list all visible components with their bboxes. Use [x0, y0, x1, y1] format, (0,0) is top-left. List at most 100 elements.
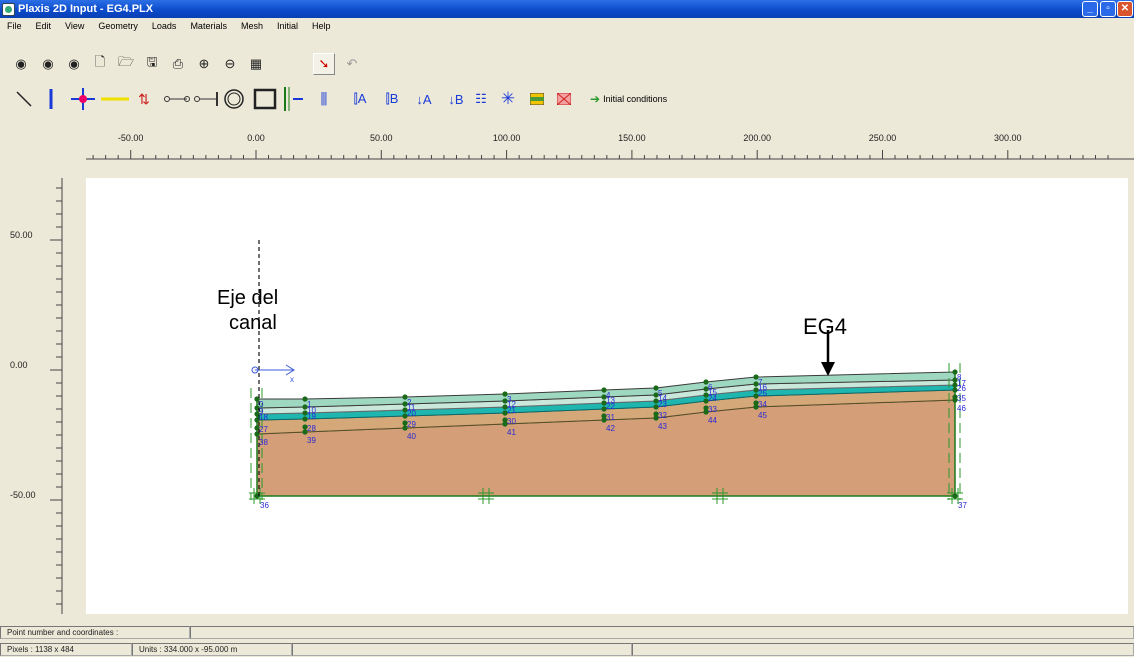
menu-loads[interactable]: Loads	[151, 20, 177, 31]
point-label: 5	[658, 389, 663, 398]
menu-materials[interactable]: Materials	[190, 20, 227, 31]
point-coordinates-value	[190, 625, 1134, 639]
node-to-node-anchor-icon[interactable]	[164, 86, 190, 112]
title-bar: Plaxis 2D Input - EG4.PLX _ ▫ ✕	[0, 0, 1134, 18]
geometry-point	[952, 377, 958, 383]
geometry-point	[502, 391, 508, 397]
zoom-in-icon[interactable]: ⊕	[198, 56, 210, 71]
point-label: 43	[658, 422, 667, 431]
geometry-point	[952, 397, 958, 403]
go-to-calculations-icon[interactable]: ◉	[42, 56, 54, 71]
point-label: 21	[507, 406, 516, 415]
geometry-point	[601, 417, 607, 423]
open-file-icon[interactable]: 🗁	[117, 54, 135, 69]
ruler-h-label: 300.00	[994, 133, 1022, 143]
undo-icon[interactable]: ↶	[346, 56, 358, 71]
fixity-symbol	[712, 488, 728, 504]
geometry-point	[254, 425, 260, 431]
point-label: 23	[658, 400, 667, 409]
x-axis-arrowhead	[285, 364, 295, 376]
point-label: 15	[708, 388, 717, 397]
hinge-rotation-spring-icon[interactable]	[70, 86, 96, 112]
menu-help[interactable]: Help	[311, 20, 331, 31]
geometry-point	[601, 406, 607, 412]
geometry-point	[402, 394, 408, 400]
point-label: 14	[658, 394, 667, 403]
prescribed-displacement-icon[interactable]	[280, 86, 304, 112]
minimize-button[interactable]: _	[1082, 1, 1098, 17]
selection-arrow-icon[interactable]: ➘	[313, 53, 335, 75]
green-arrow-icon: ➔	[590, 92, 601, 106]
geogrid-icon[interactable]	[101, 86, 129, 112]
maximize-button[interactable]: ▫	[1100, 1, 1116, 17]
material-sets-icon[interactable]	[528, 86, 546, 112]
point-label: 24	[708, 394, 717, 403]
distributed-load-system-b-icon[interactable]: ⫿B	[385, 91, 399, 106]
point-label: 1	[307, 400, 312, 409]
geometry-point	[502, 417, 508, 423]
point-label: 46	[957, 404, 966, 413]
point-label: 8	[957, 373, 962, 382]
plaxis-app-icon	[2, 2, 15, 16]
fixity-symbol	[249, 488, 265, 504]
geometry-point	[302, 429, 308, 435]
geometry-point	[302, 396, 308, 402]
menu-view[interactable]: View	[65, 20, 85, 31]
menu-mesh[interactable]: Mesh	[240, 20, 263, 31]
fixed-end-anchor-icon[interactable]	[194, 86, 220, 112]
geometry-point	[952, 369, 958, 375]
status-bar: Point number and coordinates : Pixels : …	[0, 624, 1134, 657]
geometry-point	[703, 379, 709, 385]
point-label: 22	[606, 402, 615, 411]
standard-fixities-icon[interactable]	[252, 86, 278, 112]
geometry-line-icon[interactable]	[14, 86, 34, 112]
menu-file[interactable]: File	[7, 20, 22, 31]
horizontal-ruler: -50.00 0.00 50.00 100.00 150.00 200.00 250.00 3…	[86, 133, 1134, 160]
ruler-v-label: 50.00	[10, 230, 33, 240]
point-label: 34	[758, 400, 767, 409]
ruler-h-label: -50.00	[118, 133, 144, 143]
point-label: 42	[606, 424, 615, 433]
initial-conditions-button[interactable]: ➔ Initial conditions	[590, 86, 690, 112]
point-label: 7	[758, 378, 763, 387]
geometry-point	[402, 407, 408, 413]
point-label: 9	[259, 407, 264, 416]
ruler-h-label: 0.00	[247, 133, 265, 143]
go-to-input-icon[interactable]: ◉	[15, 56, 27, 71]
point-label: 33	[708, 405, 717, 414]
point-load-system-a-icon[interactable]: ↓A	[416, 91, 432, 107]
menu-bar: File Edit View Geometry Loads Materials …	[0, 18, 1134, 33]
point-label: 28	[307, 424, 316, 433]
geometry-point	[502, 421, 508, 427]
zoom-out-icon[interactable]: ⊖	[224, 56, 236, 71]
rotation-fixity-icon[interactable]: ☷	[475, 91, 487, 106]
ruler-h-label: 100.00	[493, 133, 521, 143]
point-label: 26	[957, 384, 966, 393]
units-readout: Units : 334.000 x -95.000 m	[132, 642, 292, 656]
geometry-point	[502, 398, 508, 404]
interface-icon[interactable]: ⇅	[138, 90, 150, 107]
drain-well-icon[interactable]: ✳	[500, 89, 516, 108]
geometry-point	[302, 404, 308, 410]
point-load-system-b-icon[interactable]: ↓B	[448, 91, 464, 107]
point-label: 19	[307, 412, 316, 421]
generate-mesh-icon[interactable]	[555, 86, 573, 112]
go-to-output-icon[interactable]: ◉	[68, 56, 80, 71]
status-pane-3	[292, 642, 632, 656]
save-icon[interactable]: 🖫	[146, 54, 158, 69]
menu-edit[interactable]: Edit	[35, 20, 52, 31]
print-icon[interactable]: ⎙	[172, 56, 184, 71]
menu-geometry[interactable]: Geometry	[98, 20, 138, 31]
distributed-load-a-icon[interactable]: ⫼	[320, 90, 328, 108]
distributed-load-system-a-icon[interactable]: ⫿A	[353, 91, 367, 106]
table-icon[interactable]: ▦	[249, 56, 263, 71]
menu-initial[interactable]: Initial	[276, 20, 298, 31]
new-file-icon[interactable]: 🗋	[94, 54, 106, 69]
initial-conditions-label: Initial conditions	[603, 94, 668, 104]
geometry-point	[653, 392, 659, 398]
close-button[interactable]: ✕	[1117, 1, 1133, 17]
plate-icon[interactable]	[44, 86, 58, 112]
tunnel-icon[interactable]	[222, 86, 246, 112]
geometry-point	[753, 393, 759, 399]
